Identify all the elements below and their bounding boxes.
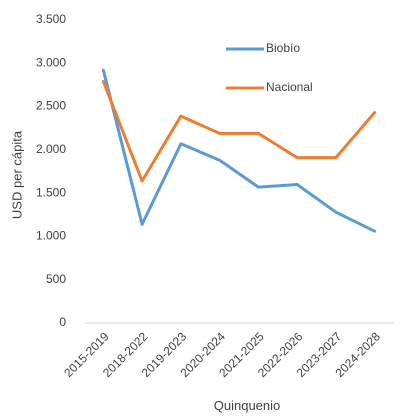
series-line-biob-o (101, 68, 377, 233)
y-tick-label: 500 (46, 272, 66, 286)
series-group (101, 68, 377, 233)
y-tick-label: 2.500 (36, 99, 66, 113)
legend-label: Biobío (266, 41, 300, 55)
y-tick-label: 0 (59, 315, 66, 329)
y-tick-label: 1.500 (36, 185, 66, 199)
y-tick-label: 2.000 (36, 142, 66, 156)
x-axis-title: Quinquenio (214, 398, 281, 413)
legend: Biobío Nacional (226, 41, 313, 94)
y-axis: 0 500 1.000 1.500 2.000 2.500 3.000 3.500 (36, 12, 66, 329)
y-tick-label: 3.000 (36, 55, 66, 69)
y-tick-label: 3.500 (36, 12, 66, 26)
legend-label: Nacional (266, 80, 313, 94)
y-axis-title: USD per cápita (9, 130, 24, 219)
series-line-nacional (101, 80, 377, 183)
x-axis: 2015-20192018-20222019-20232020-20242021… (61, 329, 383, 380)
y-tick-label: 1.000 (36, 229, 66, 243)
